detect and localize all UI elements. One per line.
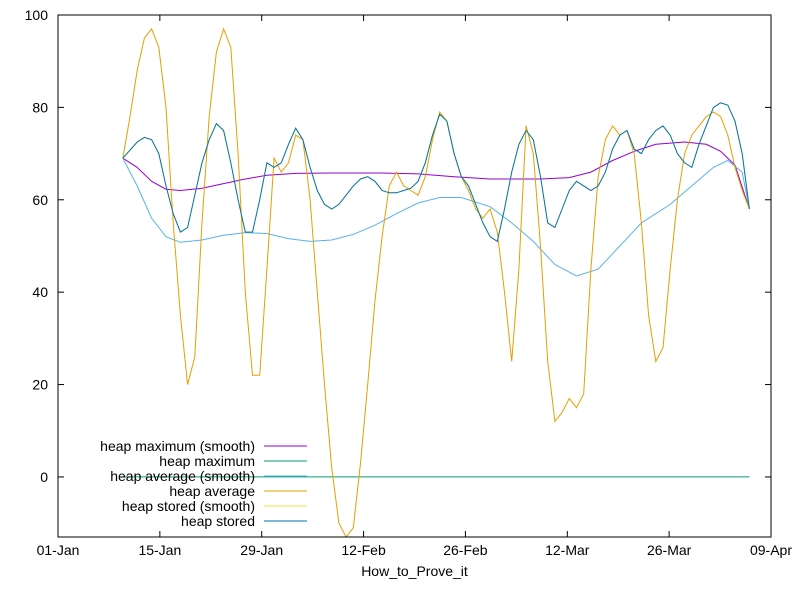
legend-label-2: heap average (smooth) <box>110 468 255 484</box>
legend-label-4: heap stored (smooth) <box>122 498 255 514</box>
plot-frame <box>57 14 772 538</box>
x-tick-label: 26-Feb <box>443 542 488 558</box>
x-tick-label: 09-Apr <box>750 542 792 558</box>
series-line-2 <box>122 157 750 277</box>
series-line-5 <box>122 102 750 243</box>
axis-ticks: 0 20 40 60 80 100 01-Jan 15-Jan 29-Jan 12-Feb 26-F… <box>25 7 793 558</box>
legend-label-0: heap maximum (smooth) <box>100 438 255 454</box>
legend-label-5: heap stored <box>181 513 255 529</box>
x-tick-label: 26-Mar <box>647 542 692 558</box>
y-tick-label: 0 <box>40 469 48 485</box>
x-axis-title: How_to_Prove_it <box>361 563 468 579</box>
x-tick-label: 12-Feb <box>341 542 386 558</box>
series-line-0 <box>122 141 750 210</box>
x-tick-label: 12-Mar <box>545 542 590 558</box>
legend-label-1: heap maximum <box>159 453 255 469</box>
x-tick-label: 01-Jan <box>37 542 80 558</box>
legend-label-3: heap average <box>169 483 255 499</box>
plot-border <box>57 14 772 538</box>
y-tick-label: 100 <box>25 7 49 23</box>
y-tick-label: 80 <box>32 99 48 115</box>
series-layer <box>122 27 750 538</box>
x-tick-label: 29-Jan <box>240 542 283 558</box>
y-tick-label: 20 <box>32 377 48 393</box>
y-tick-label: 40 <box>32 284 48 300</box>
y-tick-label: 60 <box>32 192 48 208</box>
x-tick-label: 15-Jan <box>138 542 181 558</box>
